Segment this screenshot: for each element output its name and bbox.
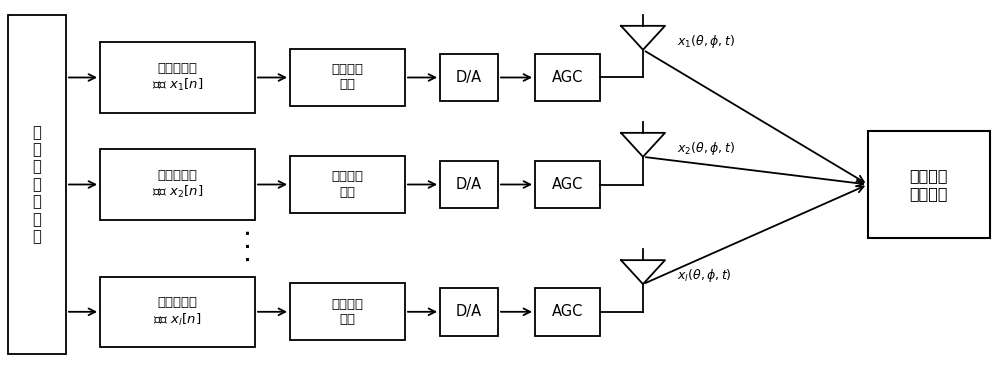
Text: 采样时延
控制: 采样时延 控制 [332, 170, 364, 199]
Text: 期望扫描
角度方向: 期望扫描 角度方向 [910, 168, 948, 201]
Text: 同
步
时
钟
分
配
器: 同 步 时 钟 分 配 器 [33, 125, 41, 244]
Bar [100, 277, 255, 347]
Bar [535, 161, 600, 208]
Bar [290, 283, 405, 340]
Text: AGC: AGC [552, 177, 583, 192]
Text: 采样时延
控制: 采样时延 控制 [332, 63, 364, 92]
Bar [290, 49, 405, 106]
Bar [535, 54, 600, 101]
Text: AGC: AGC [552, 70, 583, 85]
Text: 数字波形产
生器 $x_l[n]$: 数字波形产 生器 $x_l[n]$ [153, 296, 202, 328]
Bar [535, 288, 600, 336]
Text: 数字波形产
生器 $x_1[n]$: 数字波形产 生器 $x_1[n]$ [152, 62, 203, 93]
Text: D/A: D/A [456, 177, 482, 192]
Bar [440, 161, 498, 208]
Bar [440, 288, 498, 336]
Text: . . .: . . . [236, 229, 254, 262]
Bar [100, 42, 255, 113]
Text: 数字波形产
生器 $x_2[n]$: 数字波形产 生器 $x_2[n]$ [152, 169, 203, 200]
Bar [290, 156, 405, 213]
Bar [868, 131, 990, 238]
Text: AGC: AGC [552, 304, 583, 319]
Text: D/A: D/A [456, 304, 482, 319]
Text: $x_1(\theta,\phi,t)$: $x_1(\theta,\phi,t)$ [677, 33, 735, 50]
Text: $x_2(\theta,\phi,t)$: $x_2(\theta,\phi,t)$ [677, 140, 735, 157]
Bar [100, 149, 255, 220]
Bar [440, 54, 498, 101]
Text: $x_l(\theta,\phi,t)$: $x_l(\theta,\phi,t)$ [677, 267, 732, 284]
Bar [8, 15, 66, 354]
Text: D/A: D/A [456, 70, 482, 85]
Text: 采样时延
控制: 采样时延 控制 [332, 298, 364, 326]
